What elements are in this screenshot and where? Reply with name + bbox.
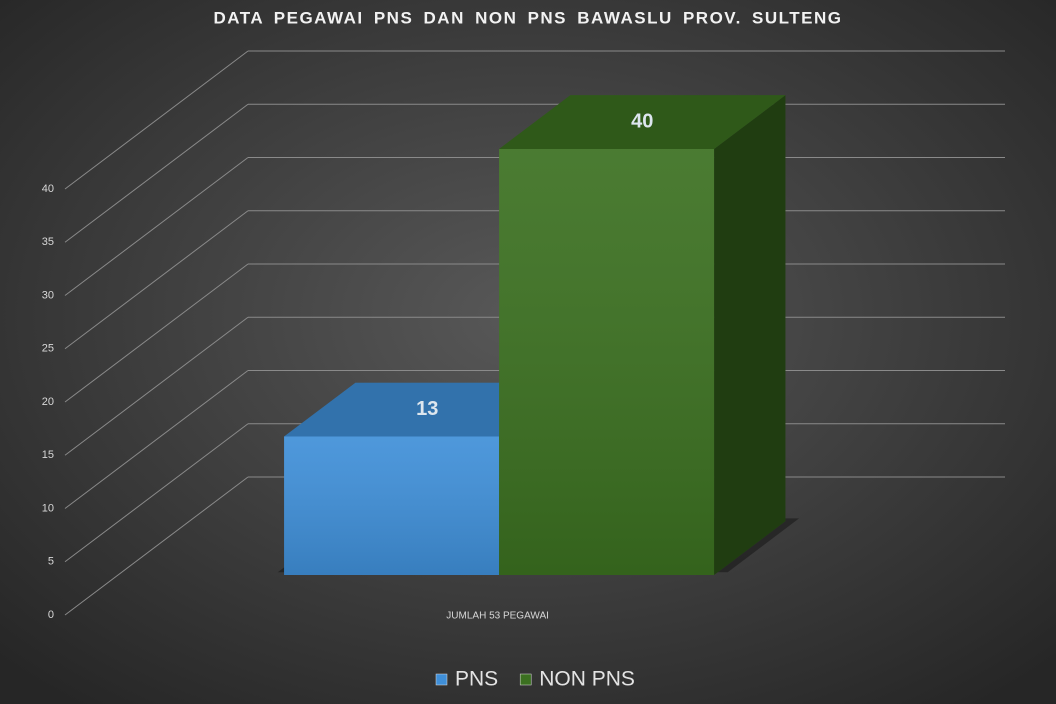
y-tick-label: 40 bbox=[42, 183, 54, 195]
grid-line bbox=[64, 103, 249, 243]
y-tick-label: 0 bbox=[48, 609, 54, 621]
bar-top-shade bbox=[499, 95, 786, 149]
legend-label: PNS bbox=[455, 668, 498, 691]
grid-line bbox=[64, 423, 249, 563]
y-tick-label: 5 bbox=[48, 556, 54, 568]
bar-top bbox=[499, 95, 786, 149]
y-tick-label: 25 bbox=[42, 343, 54, 355]
grid-line bbox=[64, 263, 249, 403]
y-tick-label: 30 bbox=[42, 289, 54, 301]
bar-side bbox=[714, 95, 786, 575]
bar-top-shade bbox=[284, 382, 571, 437]
legend-swatch bbox=[435, 673, 448, 686]
bar-front-shade bbox=[284, 436, 500, 575]
y-tick-label: 15 bbox=[42, 449, 54, 461]
y-tick-label: 10 bbox=[42, 502, 54, 514]
chart-title: DATA PEGAWAI PNS DAN NON PNS BAWASLU PRO… bbox=[213, 8, 842, 27]
grid-line bbox=[64, 210, 249, 350]
grid-line bbox=[64, 316, 249, 456]
legend-label: NON PNS bbox=[539, 668, 635, 691]
grid-line bbox=[64, 157, 249, 296]
bar-top bbox=[284, 382, 571, 437]
grid-line bbox=[64, 476, 249, 616]
data-label: 13 bbox=[416, 398, 438, 420]
x-tick-label: JUMLAH 53 PEGAWAI bbox=[446, 611, 549, 622]
grid-line bbox=[64, 370, 249, 509]
legend-swatch bbox=[519, 673, 532, 686]
bar bbox=[499, 95, 786, 575]
y-tick-label: 20 bbox=[42, 396, 54, 408]
y-tick-label: 35 bbox=[42, 236, 54, 248]
data-label: 40 bbox=[631, 110, 653, 132]
bar-front-shade bbox=[499, 148, 715, 575]
bar-side-shade bbox=[714, 95, 786, 575]
grid-line bbox=[64, 50, 249, 190]
